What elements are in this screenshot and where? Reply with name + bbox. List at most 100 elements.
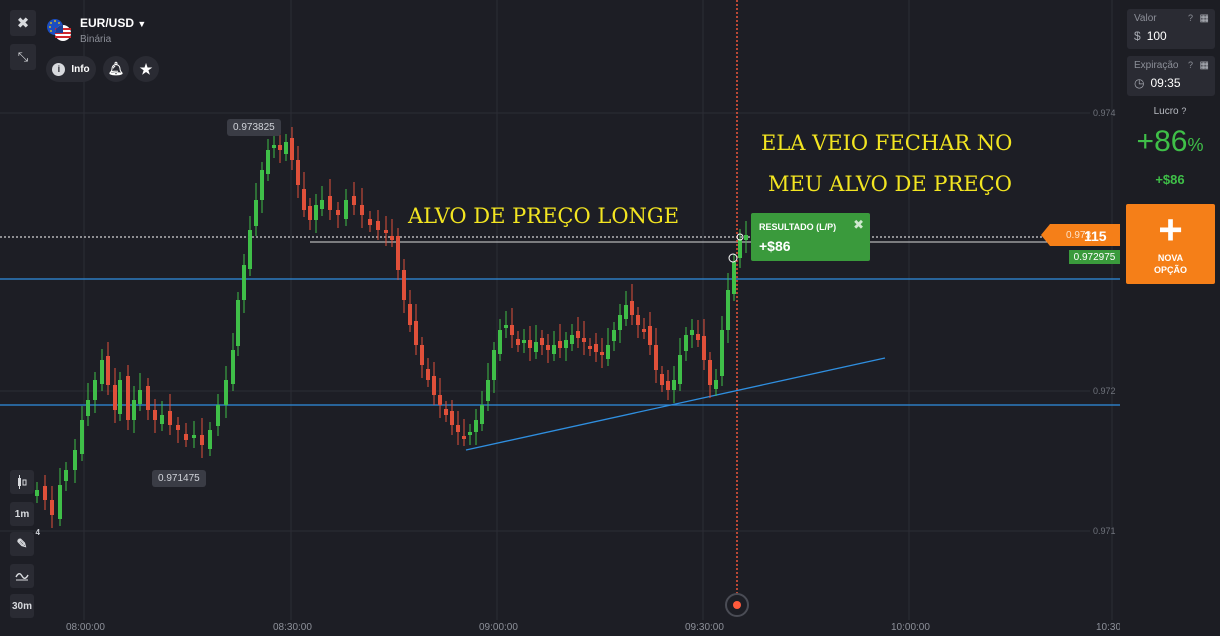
calendar-icon[interactable]: ▦ [1199, 60, 1209, 71]
current-price-tag [1050, 224, 1120, 246]
alerts-button[interactable]: 🔔︎ [103, 56, 129, 82]
candle-body [570, 335, 574, 344]
result-title: RESULTADO (L/P) [759, 222, 837, 232]
candle-body [672, 380, 676, 390]
candle-body [80, 420, 84, 454]
collapse-button[interactable]: ⤡ [10, 44, 36, 70]
candle-body [208, 430, 212, 449]
candle-body [636, 315, 640, 325]
candle-body [86, 400, 90, 416]
candle-body [58, 485, 62, 519]
x-axis-label: 08:30:00 [273, 622, 312, 633]
candle-body [420, 345, 424, 365]
info-icon: i [52, 62, 66, 76]
candle-body [432, 376, 436, 395]
candle-body [588, 346, 592, 349]
candle-body [522, 340, 526, 343]
candle-body [73, 450, 77, 470]
candle-body [738, 240, 742, 258]
expiry-text: 09:35 [1150, 76, 1181, 90]
candle-body [720, 330, 724, 376]
candle-body [176, 425, 180, 430]
candle-body [64, 470, 68, 481]
interval-button[interactable]: 30m [10, 594, 34, 618]
candle-body [296, 160, 300, 185]
candle-body [266, 150, 270, 174]
close-icon: ✖ [16, 15, 30, 32]
candle-body [132, 400, 136, 420]
candle-body [498, 330, 502, 354]
candle-body [242, 265, 246, 300]
candle-body [456, 425, 460, 432]
asset-name-text: EUR/USD [80, 16, 135, 30]
percent-sign: % [1187, 135, 1204, 155]
close-icon[interactable]: ✖ [853, 217, 864, 232]
price-chart[interactable] [0, 0, 1120, 636]
eu-us-flag-icon [47, 19, 71, 41]
close-chart-button[interactable]: ✖ [10, 10, 36, 36]
candle-body [231, 350, 235, 384]
favorite-button[interactable]: ★ [133, 56, 159, 82]
candle-body [450, 411, 454, 425]
help-icon[interactable]: ? [1187, 60, 1193, 70]
drawing-count-badge: 4 [35, 528, 40, 537]
help-icon[interactable]: ? [1181, 106, 1187, 116]
info-label: Info [71, 63, 90, 75]
expiry-value[interactable]: ◷ 09:35 [1134, 76, 1181, 90]
calculator-icon[interactable]: ▦ [1199, 13, 1209, 24]
x-axis-label: 08:00:00 [66, 622, 105, 633]
candle-body [360, 205, 364, 215]
amount-field[interactable]: Valor ? ▦ $100 [1127, 9, 1215, 49]
asset-name[interactable]: EUR/USD ▼ [80, 16, 146, 30]
high-price-label: 0.973825 [227, 119, 281, 136]
candle-body [540, 338, 544, 345]
asset-type: Binária [80, 34, 112, 45]
candle-body [308, 206, 312, 220]
candle-body [272, 145, 276, 148]
candle-body [100, 360, 104, 384]
result-box[interactable]: RESULTADO (L/P) +$86 ✖ [751, 213, 870, 261]
candle-body [302, 189, 306, 210]
timeframe-button[interactable]: 1m [10, 502, 34, 526]
amount-value[interactable]: $100 [1134, 29, 1167, 43]
candle-body [260, 170, 264, 200]
candle-body [118, 380, 122, 414]
candle-body [336, 210, 340, 215]
entry-point-marker [728, 253, 738, 263]
drawing-tools-button[interactable]: ✎ 4 [10, 528, 40, 556]
horizontal-levels [0, 236, 1120, 451]
y-axis-label: 0.971 [1093, 526, 1116, 536]
info-button[interactable]: i Info [46, 56, 96, 82]
amount-text: 100 [1146, 29, 1167, 43]
amount-label: Valor [1134, 13, 1157, 24]
candle-body [390, 236, 394, 240]
candle-body [660, 374, 664, 385]
candle-body [654, 345, 658, 370]
candle-body [462, 436, 466, 439]
candle-body [192, 435, 196, 438]
candle-body [126, 376, 130, 420]
candle-body [618, 315, 622, 330]
bell-icon: 🔔︎ [107, 61, 125, 76]
candle-body [534, 342, 538, 352]
help-icon[interactable]: ? [1187, 13, 1193, 23]
indicators-button[interactable] [10, 564, 34, 588]
candle-body [600, 352, 604, 355]
profit-label-text: Lucro [1153, 106, 1179, 117]
candle-body [606, 345, 610, 359]
new-option-button[interactable]: + NOVA OPÇÃO [1126, 204, 1215, 284]
chart-type-button[interactable] [10, 470, 34, 494]
candle-body [702, 336, 706, 360]
candle-body [50, 500, 54, 515]
candle-body [408, 304, 412, 325]
expiry-field[interactable]: Expiração ? ▦ ◷ 09:35 [1127, 56, 1215, 96]
chart-area[interactable] [0, 0, 1120, 636]
current-price-suffix: 115 [1084, 228, 1107, 244]
candle-body [138, 390, 142, 404]
star-icon: ★ [139, 60, 153, 77]
chart-overlay [725, 0, 749, 617]
new-option-label: NOVA OPÇÃO [1126, 252, 1215, 276]
candle-body [106, 356, 110, 385]
current-price-tag-pointer [1041, 224, 1050, 246]
candle-body [328, 196, 332, 210]
